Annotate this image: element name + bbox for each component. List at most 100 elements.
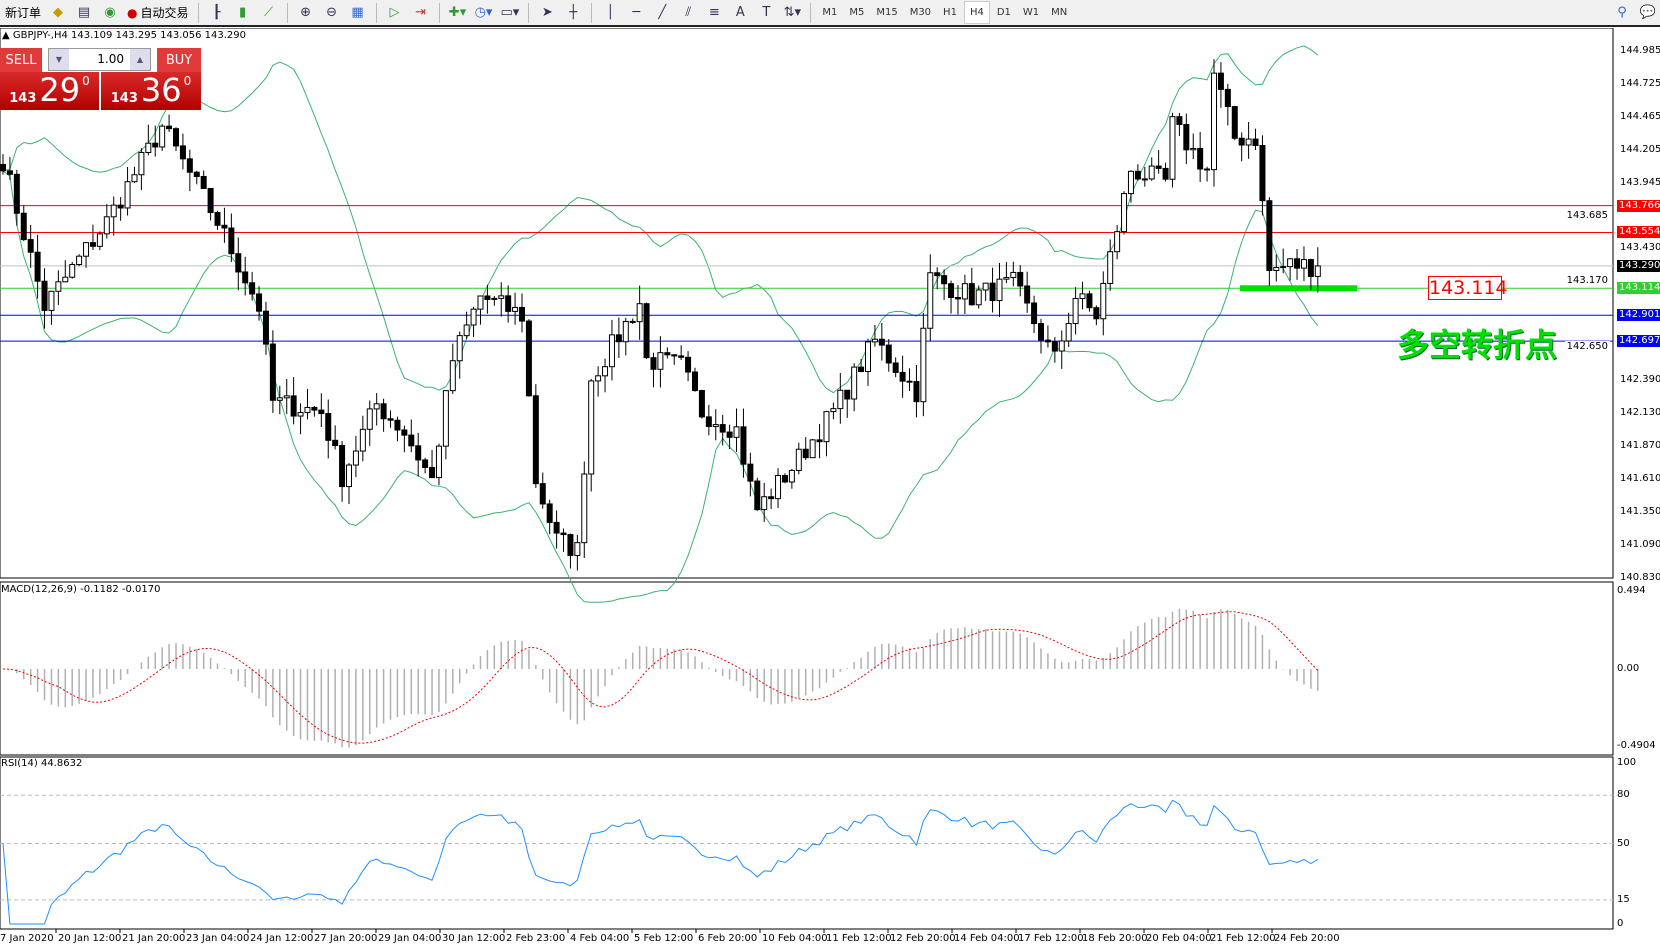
- candle-bearish: [1231, 106, 1238, 139]
- bar-chart-icon[interactable]: ┠: [212, 5, 221, 20]
- divider: [591, 2, 593, 23]
- candle-bullish: [795, 448, 802, 471]
- text-label-icon[interactable]: T: [762, 5, 771, 20]
- zoom-in-icon[interactable]: ⊕: [300, 5, 311, 20]
- timeframe-mn[interactable]: MN: [1051, 7, 1068, 18]
- candle-bearish: [0, 163, 6, 172]
- auto-scroll-icon[interactable]: ▷: [389, 5, 400, 20]
- candle-bearish: [899, 371, 906, 382]
- chart-shift-icon[interactable]: ⇥: [415, 5, 426, 20]
- fibonacci-icon[interactable]: ≡: [708, 5, 720, 20]
- time-tick-label: 24 Feb 20:00: [1274, 933, 1340, 944]
- search-icon[interactable]: ⚲: [1617, 5, 1627, 20]
- zoom-out-icon[interactable]: ⊖: [326, 5, 337, 20]
- add-indicator-icon[interactable]: ✚▾: [448, 5, 467, 20]
- timeframe-m5[interactable]: M5: [849, 7, 865, 18]
- candle-bullish: [1280, 266, 1287, 269]
- candle-bearish: [41, 280, 48, 311]
- level-price-tag: 142.697: [1617, 335, 1660, 348]
- sell-price-button[interactable]: 143 29 0: [0, 72, 99, 110]
- candle-bullish: [1079, 293, 1086, 300]
- macd-tick-label: -0.4904: [1617, 740, 1656, 752]
- market-watch-icon[interactable]: ◆: [53, 5, 64, 20]
- time-tick-label: 4 Feb 04:00: [570, 933, 630, 944]
- candle-bearish: [173, 128, 179, 147]
- rsi-line: [2, 799, 1319, 925]
- candle-bullish: [823, 411, 830, 443]
- candle-bullish: [55, 281, 62, 292]
- text-icon[interactable]: A: [735, 5, 745, 20]
- candle-bearish: [1183, 124, 1190, 151]
- templates-icon[interactable]: ▭▾: [500, 5, 520, 20]
- candle-bearish: [200, 175, 207, 189]
- annotation-text[interactable]: 多空转折点: [1397, 326, 1558, 364]
- annotation-price-label[interactable]: 143.114: [1428, 276, 1508, 300]
- divider: [528, 2, 530, 23]
- candle-bearish: [1294, 258, 1301, 269]
- level-price-tag: 143.290: [1617, 259, 1660, 272]
- level-price-tag: 142.901: [1617, 309, 1660, 322]
- crosshair-icon[interactable]: ┼: [569, 5, 578, 20]
- candle-bearish: [1217, 72, 1224, 90]
- vertical-line-icon[interactable]: │: [606, 5, 615, 20]
- arrows-icon[interactable]: ⇅▾: [783, 5, 802, 20]
- lot-size-input[interactable]: ▼ 1.00 ▲: [48, 48, 151, 71]
- divider: [197, 2, 199, 23]
- time-tick-label: 20 Feb 04:00: [1146, 933, 1212, 944]
- price-tick-label: 144.465: [1620, 110, 1660, 122]
- candle-bearish: [290, 395, 297, 417]
- chart-canvas[interactable]: [0, 28, 1660, 949]
- candle-bullish: [62, 276, 69, 283]
- sell-button[interactable]: SELL: [0, 48, 42, 72]
- timeframe-h1[interactable]: H1: [943, 7, 957, 18]
- lot-increase-icon[interactable]: ▲: [130, 49, 150, 70]
- new-order-button[interactable]: 新订单: [5, 6, 42, 20]
- candle-bearish: [387, 418, 394, 421]
- timeframe-m30[interactable]: M30: [909, 7, 932, 18]
- signals-icon[interactable]: ◉: [104, 5, 116, 20]
- navigator-icon[interactable]: ▤: [77, 5, 91, 20]
- candle-bullish: [276, 397, 283, 401]
- candle-bearish: [484, 295, 491, 300]
- candle-bearish: [553, 521, 560, 534]
- candle-bullish: [1065, 323, 1072, 342]
- chat-icon[interactable]: 💬: [1639, 5, 1657, 20]
- time-tick-label: 14 Feb 04:00: [954, 933, 1020, 944]
- timeframe-w1[interactable]: W1: [1022, 7, 1040, 18]
- macd-panel-frame: [0, 581, 1614, 756]
- timeframe-h4[interactable]: H4: [963, 1, 990, 24]
- buy-price-button[interactable]: 143 36 0: [101, 72, 201, 110]
- candle-bearish: [906, 380, 913, 383]
- equidistant-channel-icon[interactable]: ⫽: [685, 5, 692, 20]
- candle-bearish: [186, 158, 193, 173]
- timeframe-d1[interactable]: D1: [996, 7, 1011, 18]
- candle-bearish: [1224, 88, 1231, 108]
- candle-bearish: [844, 389, 851, 400]
- sell-price-big-figure: 143: [9, 91, 37, 106]
- lot-decrease-icon[interactable]: ▼: [49, 49, 69, 70]
- time-tick-label: 20 Jan 12:00: [58, 933, 122, 944]
- auto-trading-button[interactable]: ● 自动交易: [124, 1, 192, 24]
- candle-bullish: [837, 389, 844, 410]
- timeframe-m15[interactable]: M15: [876, 7, 898, 18]
- candlestick-chart-icon[interactable]: ▮: [238, 5, 247, 20]
- buy-button[interactable]: BUY: [157, 48, 201, 72]
- candle-bullish: [657, 352, 664, 370]
- cursor-icon[interactable]: ➤: [541, 5, 553, 20]
- candle-bearish: [262, 310, 269, 345]
- candle-bearish: [650, 357, 657, 370]
- candle-bullish: [470, 308, 477, 326]
- timeframe-m1[interactable]: M1: [822, 7, 838, 18]
- trendline-icon[interactable]: ╱: [658, 5, 667, 20]
- price-tick-label: 141.090: [1620, 538, 1660, 550]
- candle-bullish: [851, 366, 858, 400]
- tile-windows-icon[interactable]: ▦: [351, 5, 364, 20]
- periods-clock-icon[interactable]: ◷▾: [474, 5, 493, 20]
- line-chart-icon[interactable]: ⟋: [263, 5, 274, 20]
- lot-value[interactable]: 1.00: [97, 52, 124, 66]
- horizontal-line-icon[interactable]: ─: [632, 5, 641, 20]
- collapse-triangle-icon[interactable]: ▲: [2, 30, 13, 41]
- candle-bearish: [629, 320, 636, 323]
- candle-bullish: [871, 338, 878, 343]
- price-tick-label: 141.870: [1620, 439, 1660, 451]
